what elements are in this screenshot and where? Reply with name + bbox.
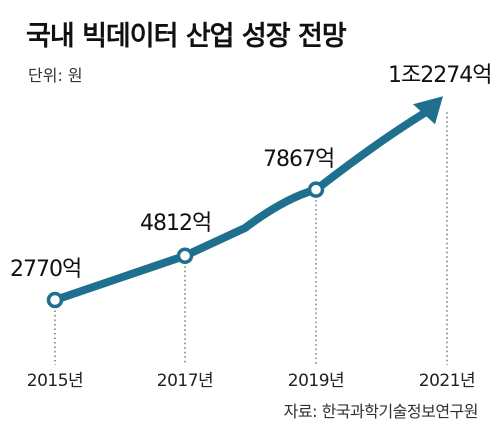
data-labels: 2770억 4812억 7867억 1조2274억: [10, 63, 492, 282]
data-point-0: [46, 291, 64, 309]
dotted-guides: [54, 112, 448, 365]
data-point-2: [307, 181, 325, 198]
trend-line: [51, 106, 433, 304]
x-tick-2: 2019년: [288, 371, 344, 391]
chart-title: 국내 빅데이터 산업 성장 전망: [26, 21, 347, 52]
data-label-2: 7867억: [263, 147, 334, 172]
x-tick-3: 2021년: [419, 371, 475, 391]
data-label-3: 1조2274억: [388, 63, 491, 88]
data-point-1: [176, 247, 194, 265]
data-markers: [46, 181, 325, 309]
x-tick-1: 2017년: [157, 371, 213, 391]
unit-label: 단위: 원: [28, 66, 83, 85]
trend-arrowhead: [413, 96, 443, 125]
data-label-0: 2770억: [10, 257, 81, 282]
data-label-1: 4812억: [140, 211, 211, 236]
x-axis-ticks: 2015년 2017년 2019년 2021년: [27, 371, 476, 391]
x-tick-0: 2015년: [27, 371, 83, 391]
source-note: 자료: 한국과학기술정보연구원: [283, 402, 479, 421]
